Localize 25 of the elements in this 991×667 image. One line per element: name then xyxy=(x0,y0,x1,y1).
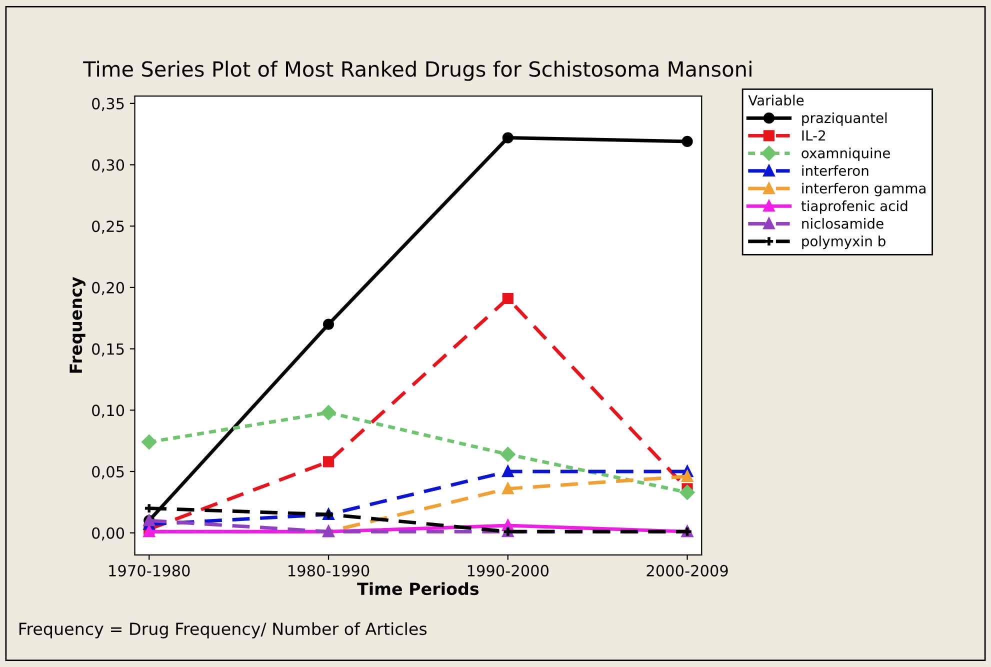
y-tick-label: 0,30 xyxy=(92,159,124,172)
y-tick-label: 0,35 xyxy=(92,98,124,111)
legend-label: polymyxin b xyxy=(802,236,886,250)
legend-label: praziquantel xyxy=(802,112,887,126)
y-axis-title: Frequency xyxy=(70,277,86,373)
x-tick-label: 2000-2009 xyxy=(646,564,728,576)
legend-label: oxamniquine xyxy=(802,148,890,162)
y-tick-label: 0,05 xyxy=(92,466,124,480)
x-tick-label: 1980-1990 xyxy=(288,564,370,576)
y-tick-label: 0,15 xyxy=(92,343,124,356)
y-tick-label: 0,25 xyxy=(92,220,124,234)
y-tick-label: 0,20 xyxy=(92,282,124,296)
legend-label: interferon gamma xyxy=(802,182,926,196)
text: Frequency = Drug Frequency/ Number of Articles xyxy=(19,622,427,638)
legend-label: interferon xyxy=(802,165,868,176)
legend-label: IL-2 xyxy=(802,130,825,141)
legend-title: Variable xyxy=(748,94,804,106)
y-tick-label: 0,10 xyxy=(92,404,124,418)
x-tick-label: 1990-2000 xyxy=(468,564,549,576)
x-tick-label: 1970-1980 xyxy=(109,564,190,576)
legend-label: niclosamide xyxy=(802,218,884,229)
y-tick-label: 0,00 xyxy=(92,527,124,540)
x-axis-title: Time Periods xyxy=(357,582,479,596)
chart-title: Time Series Plot of Most Ranked Drugs for Schistosoma Mansoni xyxy=(83,60,752,81)
legend-label: tiaprofenic acid xyxy=(801,200,908,214)
